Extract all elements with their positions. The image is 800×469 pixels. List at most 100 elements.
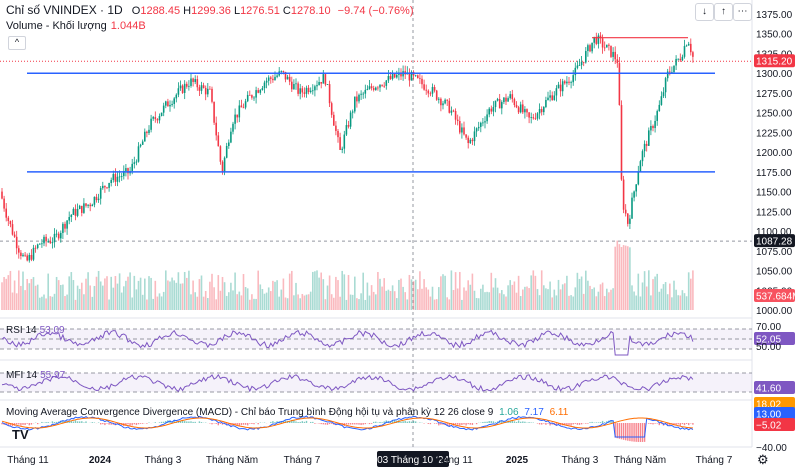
candle-body bbox=[480, 122, 482, 127]
volume-bar bbox=[167, 280, 169, 310]
y-tick-label: 1350.00 bbox=[756, 30, 793, 41]
candle-body bbox=[1, 191, 3, 199]
volume-bar bbox=[339, 296, 341, 310]
macd-histogram-bar bbox=[492, 421, 495, 423]
volume-bar bbox=[270, 291, 272, 310]
macd-histogram-bar bbox=[631, 423, 633, 442]
volume-bar bbox=[286, 298, 289, 310]
volume-bar bbox=[320, 272, 322, 310]
candle-body bbox=[444, 99, 446, 104]
rsi-label[interactable]: RSI 14 bbox=[6, 325, 37, 336]
candle-body bbox=[345, 125, 348, 135]
macd-histogram-bar bbox=[406, 421, 408, 423]
y-tick-label: 1275.00 bbox=[756, 89, 793, 100]
candle-body bbox=[68, 217, 70, 221]
candle-body bbox=[139, 144, 142, 147]
y-tick-label: 1375.00 bbox=[756, 10, 793, 21]
crosshair-price-label: 1087.28 bbox=[756, 237, 793, 248]
candle-body bbox=[580, 61, 583, 66]
volume-bar bbox=[324, 299, 327, 310]
volume-bar bbox=[624, 245, 627, 310]
candle-body bbox=[507, 98, 509, 102]
macd-histogram-bar bbox=[322, 423, 324, 425]
volume-bar bbox=[687, 272, 690, 310]
volume-bar bbox=[471, 273, 474, 310]
volume-bar bbox=[614, 246, 616, 310]
volume-bar bbox=[368, 295, 371, 310]
volume-bar bbox=[160, 296, 163, 310]
macd-histogram-bar bbox=[230, 423, 232, 426]
candle-body bbox=[64, 223, 66, 229]
macd-axis-label-3-bg bbox=[754, 418, 795, 431]
macd-histogram-bar bbox=[572, 423, 574, 425]
candle-body bbox=[559, 84, 562, 92]
candle-body bbox=[171, 103, 173, 105]
candle-body bbox=[532, 117, 535, 119]
candle-body bbox=[664, 78, 667, 93]
volume-bar bbox=[265, 292, 268, 310]
volume-bar bbox=[102, 285, 104, 310]
candle-body bbox=[45, 236, 47, 242]
volume-bar bbox=[547, 289, 549, 310]
candle-body bbox=[213, 101, 215, 123]
x-tick-label: Tháng Năm bbox=[206, 455, 258, 466]
rsi-level-70: 70.00 bbox=[756, 322, 781, 333]
volume-bar bbox=[450, 270, 453, 310]
volume-label: Volume - Khối lượng bbox=[6, 20, 107, 32]
y-tick-label: 1225.00 bbox=[756, 128, 793, 139]
candle-body bbox=[417, 75, 419, 78]
volume-bar bbox=[152, 298, 154, 310]
macd-histogram-bar bbox=[85, 421, 87, 423]
tradingview-logo[interactable]: TV bbox=[12, 427, 29, 442]
candle-body bbox=[543, 106, 545, 113]
volume-bar bbox=[123, 286, 125, 310]
volume-bar bbox=[110, 276, 112, 310]
candle-body bbox=[690, 43, 692, 53]
volume-bar bbox=[421, 288, 423, 310]
macd-histogram-bar bbox=[446, 423, 448, 426]
volume-bar bbox=[585, 270, 587, 310]
macd-histogram-bar bbox=[501, 420, 503, 423]
macd-histogram-bar bbox=[106, 423, 108, 424]
macd-histogram-bar bbox=[643, 423, 646, 442]
candle-body bbox=[22, 254, 24, 257]
volume-bar bbox=[137, 280, 140, 310]
volume-bar bbox=[181, 283, 184, 310]
candle-body bbox=[614, 51, 616, 60]
volume-bar bbox=[610, 289, 612, 310]
volume-bar bbox=[70, 272, 73, 310]
volume-bar bbox=[249, 299, 251, 310]
symbol-name[interactable]: Chỉ số VNINDEX · 1D bbox=[6, 3, 123, 17]
volume-bar bbox=[612, 288, 614, 310]
collapse-icon[interactable]: ^ bbox=[8, 36, 26, 50]
macd-histogram-bar bbox=[440, 423, 442, 425]
macd-label[interactable]: Moving Average Convergence Divergence (M… bbox=[6, 407, 494, 418]
candle-body bbox=[681, 56, 684, 61]
volume-bar bbox=[498, 293, 501, 310]
volume-bar bbox=[595, 296, 598, 310]
more-menu-icon[interactable]: ⋯ bbox=[733, 3, 752, 21]
mfi-label[interactable]: MFI 14 bbox=[6, 370, 38, 381]
volume-bar bbox=[217, 275, 220, 310]
candle-body bbox=[70, 214, 73, 218]
candle-body bbox=[448, 100, 451, 113]
x-tick-label: Tháng 7 bbox=[284, 455, 321, 466]
candle-body bbox=[194, 79, 196, 82]
settings-gear-icon[interactable]: ⚙ bbox=[757, 452, 769, 467]
volume-bar bbox=[496, 287, 499, 310]
volume-bar bbox=[513, 281, 516, 310]
candle-body bbox=[627, 213, 629, 224]
volume-bar bbox=[43, 294, 45, 310]
macd-histogram-bar bbox=[494, 422, 497, 423]
macd-histogram-bar bbox=[190, 421, 192, 423]
arrow-up-icon[interactable]: ↑ bbox=[714, 3, 733, 21]
macd-histogram-bar bbox=[295, 421, 297, 423]
volume-bar bbox=[446, 297, 448, 310]
volume-bar bbox=[366, 282, 369, 310]
volume-bar bbox=[135, 289, 138, 310]
macd-histogram-bar bbox=[102, 423, 104, 425]
volume-bar bbox=[456, 288, 459, 310]
macd-histogram-bar bbox=[528, 422, 530, 423]
arrow-down-icon[interactable]: ↓ bbox=[695, 3, 714, 21]
